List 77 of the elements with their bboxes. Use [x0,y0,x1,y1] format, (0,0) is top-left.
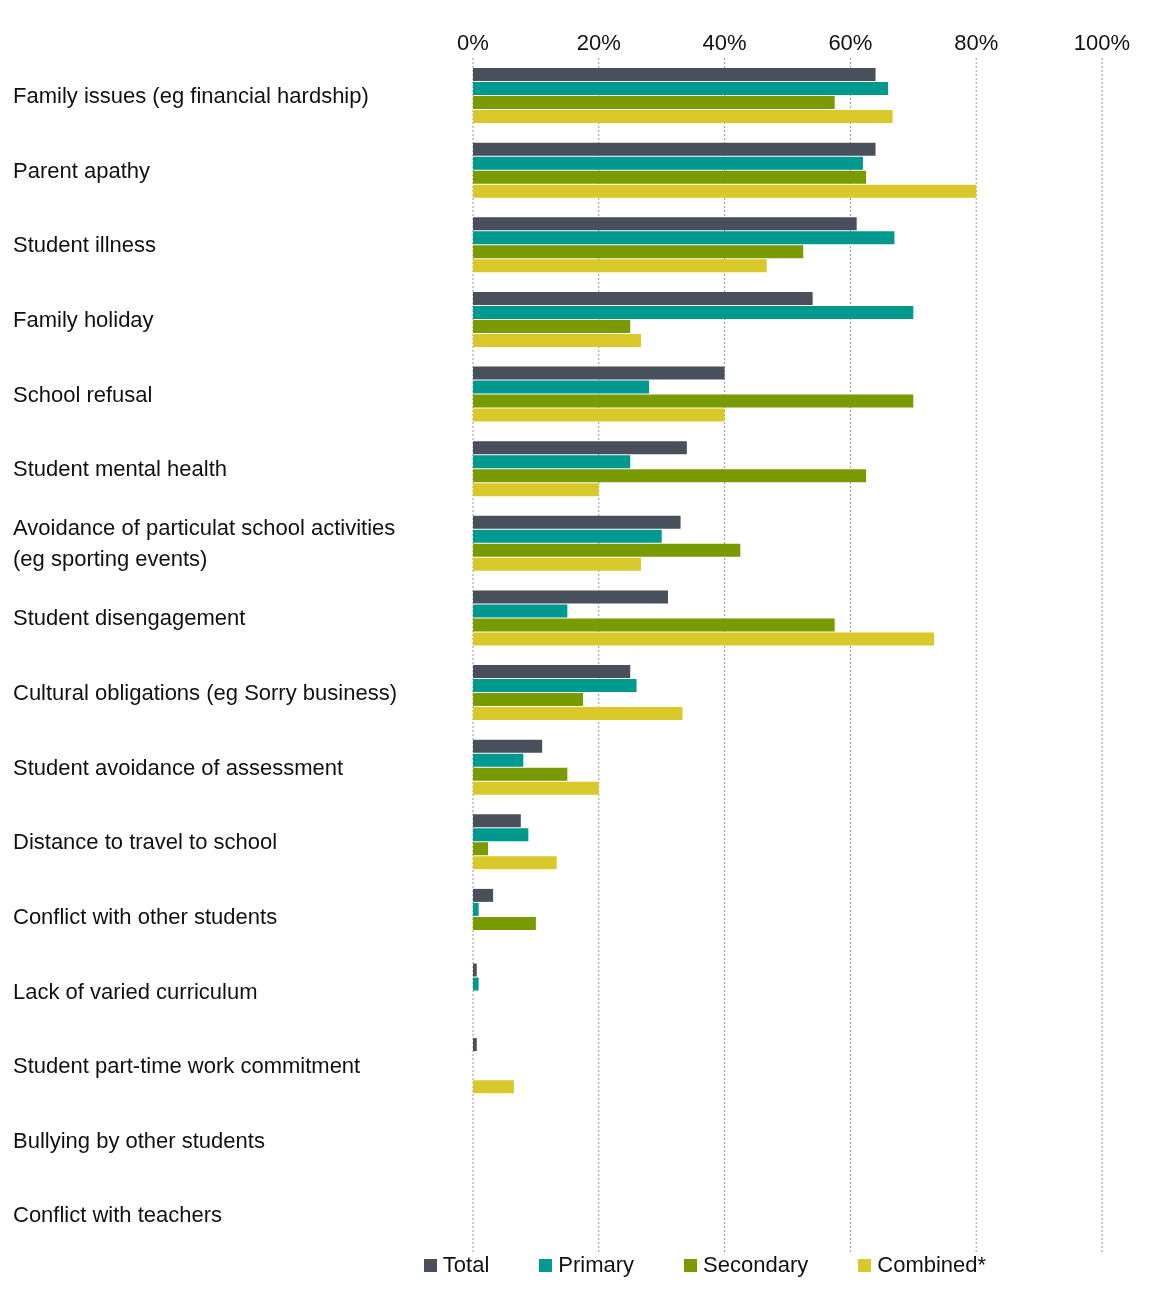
y-tick-label: Student illness [13,232,157,258]
bar [473,739,543,753]
y-tick-label: School refusal [13,381,153,407]
x-tick-label: 100% [1073,30,1131,55]
bar [473,888,494,902]
y-tick-label: Conflict with teachers [13,1202,223,1228]
bar [473,977,479,991]
bar [473,753,524,767]
bar [473,902,479,916]
bar [473,170,867,184]
y-tick-label: Parent apathy [13,157,150,183]
y-tick-label: Family issues (eg financial hardship) [13,83,369,109]
bar [473,245,804,259]
bar [473,781,599,795]
bar [473,110,893,123]
bar [473,291,813,305]
bar [473,441,687,455]
x-tick-label: 40% [702,30,747,55]
x-tick-label: 0% [457,30,489,55]
bar [473,529,662,543]
bar [473,856,557,870]
bar [473,156,863,170]
bar [473,142,876,156]
bar [473,96,835,109]
bar [473,319,631,333]
x-tick-label: 60% [828,30,873,55]
y-tick-label: Conflict with other students [13,903,278,929]
bar [473,590,668,604]
legend-label: Primary [558,1252,635,1278]
bar [473,665,631,678]
bar [473,469,867,483]
bar [473,618,835,632]
bar [473,68,876,81]
bar [473,184,977,198]
bar [473,394,914,408]
y-tick-label: Family holiday [13,306,154,332]
bar [473,1038,477,1052]
bar [473,1080,514,1094]
y-tick-label: Avoidance of particulat school activities (eg sporting events) [13,515,396,572]
x-tick-label: 80% [954,30,999,55]
legend-label: Total [442,1252,490,1278]
bar [473,814,521,828]
bar [473,455,631,469]
bar [473,693,584,706]
bar [473,557,641,571]
bar [473,916,536,930]
bar [473,543,741,557]
y-tick-label: Student disengagement [13,605,246,631]
legend-label: Secondary [703,1252,809,1278]
x-tick-label: 20% [576,30,621,55]
y-tick-label: Lack of varied curriculum [13,978,258,1004]
bar [473,231,895,245]
bar [473,828,529,842]
y-tick-label: Bullying by other students [13,1127,265,1153]
bar [473,767,568,781]
bar [473,679,637,692]
y-tick-label: Student part-time work commitment [13,1053,361,1079]
bar [473,305,914,319]
bar [473,217,857,231]
bar [473,483,599,497]
bar [473,408,725,422]
bar [473,604,568,618]
bar [473,333,641,347]
legend-label: Combined* [877,1252,987,1278]
bar [473,842,489,856]
bar [473,963,477,977]
bar [473,515,681,529]
y-tick-label: Cultural obligations (eg Sorry business) [13,680,397,706]
bar [473,366,725,380]
bar [473,380,650,394]
bar [473,259,767,273]
y-tick-label: Student avoidance of assessment [13,754,344,780]
y-tick-label: Student mental health [13,456,228,482]
bar [473,707,683,720]
bar [473,82,889,95]
y-tick-label: Distance to travel to school [13,829,278,855]
bar [473,632,935,646]
